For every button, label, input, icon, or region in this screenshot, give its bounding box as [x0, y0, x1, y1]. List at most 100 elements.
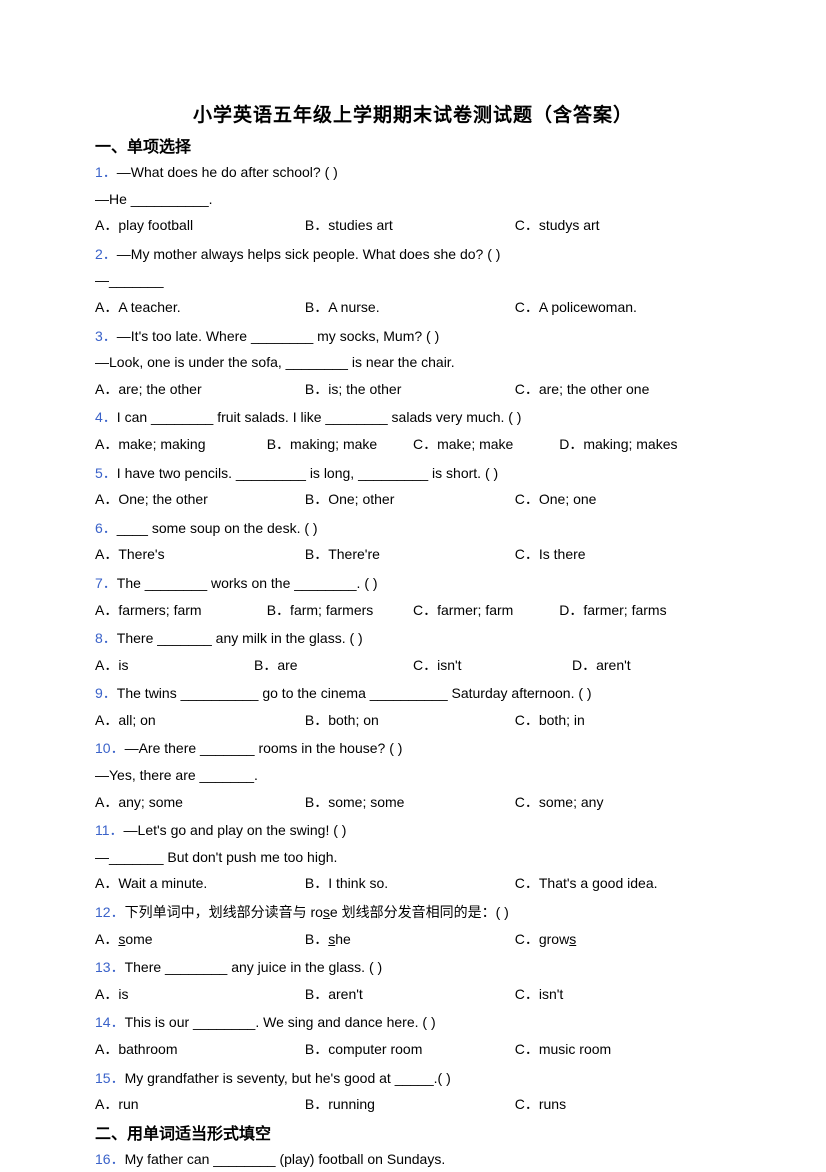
options: A．make; makingB．making; makeC．make; make… [95, 431, 731, 458]
qline2: —He __________. [95, 186, 731, 213]
qnum: 2． [95, 246, 117, 262]
opt-c: C．runs [515, 1091, 725, 1118]
q9: 9．The twins __________ go to the cinema … [95, 680, 731, 733]
qtext: My father can ________ (play) football o… [125, 1151, 446, 1167]
q12: 12．下列单词中，划线部分读音与 rose 划线部分发音相同的是：( ) A．s… [95, 899, 731, 952]
qnum: 13． [95, 959, 125, 975]
qtext: This is our ________. We sing and dance … [125, 1014, 436, 1030]
opt-a: A．farmers; farm [95, 597, 267, 624]
q5: 5．I have two pencils. _________ is long,… [95, 460, 731, 513]
options: A．A teacher.B．A nurse.C．A policewoman. [95, 294, 731, 321]
options: A．any; someB．some; someC．some; any [95, 789, 731, 816]
opt-c: C．both; in [515, 707, 725, 734]
q2: 2．—My mother always helps sick people. W… [95, 241, 731, 321]
qline2: —_______ But don't push me too high. [95, 844, 731, 871]
opt-a: A．One; the other [95, 486, 305, 513]
q6: 6．____ some soup on the desk. ( ) A．Ther… [95, 515, 731, 568]
qline2: —_______ [95, 267, 731, 294]
options: A．play footballB．studies artC．studys art [95, 212, 731, 239]
qtext: —My mother always helps sick people. Wha… [117, 246, 501, 262]
opt-d: D．farmer; farms [559, 597, 705, 624]
qtext: —What does he do after school? ( ) [117, 164, 338, 180]
qnum: 3． [95, 328, 117, 344]
q7: 7．The ________ works on the ________. ( … [95, 570, 731, 623]
opt-c: C．music room [515, 1036, 725, 1063]
opt-a: A．is [95, 652, 254, 679]
opt-b: B．both; on [305, 707, 515, 734]
options: A．Wait a minute.B．I think so.C．That's a … [95, 870, 731, 897]
qtext-post: e 划线部分发音相同的是：( ) [330, 904, 509, 920]
opt-a: A．any; some [95, 789, 305, 816]
q3: 3．—It's too late. Where ________ my sock… [95, 323, 731, 403]
opt-c: C．A policewoman. [515, 294, 725, 321]
opt-b: B．There're [305, 541, 515, 568]
opt-a: A．bathroom [95, 1036, 305, 1063]
options: A．There'sB．There'reC．Is there [95, 541, 731, 568]
qnum: 6． [95, 520, 117, 536]
opt-b: B．are [254, 652, 413, 679]
qtext-u: s [323, 904, 330, 920]
qnum: 5． [95, 465, 117, 481]
qnum: 7． [95, 575, 117, 591]
qtext: —It's too late. Where ________ my socks,… [117, 328, 439, 344]
qtext: There _______ any milk in the glass. ( ) [117, 630, 363, 646]
q4: 4．I can ________ fruit salads. I like __… [95, 404, 731, 457]
opt-a: A．Wait a minute. [95, 870, 305, 897]
opt-b: B．is; the other [305, 376, 515, 403]
opt-a: A．run [95, 1091, 305, 1118]
options: A．runB．runningC．runs [95, 1091, 731, 1118]
opt-a: A．play football [95, 212, 305, 239]
opt-a: A．make; making [95, 431, 267, 458]
options: A．all; onB．both; onC．both; in [95, 707, 731, 734]
qnum: 10． [95, 740, 125, 756]
qtext: —Are there _______ rooms in the house? (… [125, 740, 403, 756]
qnum: 9． [95, 685, 117, 701]
qtext: I can ________ fruit salads. I like ____… [117, 409, 522, 425]
q15: 15．My grandfather is seventy, but he's g… [95, 1065, 731, 1118]
opt-b: B．running [305, 1091, 515, 1118]
opt-b: B．she [305, 926, 515, 953]
qnum: 11． [95, 822, 124, 838]
opt-c: C．Is there [515, 541, 725, 568]
qtext: The twins __________ go to the cinema __… [117, 685, 592, 701]
opt-b: B．I think so. [305, 870, 515, 897]
q13: 13．There ________ any juice in the glass… [95, 954, 731, 1007]
qtext: —Let's go and play on the swing! ( ) [124, 822, 347, 838]
q1: 1．—What does he do after school? ( ) —He… [95, 159, 731, 239]
qnum: 12． [95, 904, 125, 920]
qtext: I have two pencils. _________ is long, _… [117, 465, 498, 481]
qline2: —Yes, there are _______. [95, 762, 731, 789]
options: A．bathroomB．computer roomC．music room [95, 1036, 731, 1063]
opt-b: B．some; some [305, 789, 515, 816]
q16: 16．My father can ________ (play) footbal… [95, 1146, 731, 1172]
qtext: ____ some soup on the desk. ( ) [117, 520, 318, 536]
opt-c: C．farmer; farm [413, 597, 559, 624]
opt-c: C．isn't [413, 652, 572, 679]
opt-c: C．studys art [515, 212, 725, 239]
opt-a: A．all; on [95, 707, 305, 734]
page-title: 小学英语五年级上学期期末试卷测试题（含答案） [95, 100, 731, 127]
opt-d: D．aren't [572, 652, 731, 679]
opt-a: A．is [95, 981, 305, 1008]
qtext: The ________ works on the ________. ( ) [117, 575, 378, 591]
opt-b: B．computer room [305, 1036, 515, 1063]
opt-c: C．isn't [515, 981, 725, 1008]
qtext-pre: 下列单词中，划线部分读音与 ro [125, 904, 323, 920]
options: A．isB．aren'tC．isn't [95, 981, 731, 1008]
qnum: 4． [95, 409, 117, 425]
options: A．someB．sheC．grows [95, 926, 731, 953]
qline2: —Look, one is under the sofa, ________ i… [95, 349, 731, 376]
opt-c: C．That's a good idea. [515, 870, 725, 897]
qnum: 14． [95, 1014, 125, 1030]
opt-b: B．making; make [267, 431, 413, 458]
opt-c: C．some; any [515, 789, 725, 816]
q11: 11．—Let's go and play on the swing! ( ) … [95, 817, 731, 897]
opt-b: B．aren't [305, 981, 515, 1008]
q8: 8．There _______ any milk in the glass. (… [95, 625, 731, 678]
opt-b: B．studies art [305, 212, 515, 239]
opt-b: B．farm; farmers [267, 597, 413, 624]
q14: 14．This is our ________. We sing and dan… [95, 1009, 731, 1062]
opt-c: C．make; make [413, 431, 559, 458]
qnum: 8． [95, 630, 117, 646]
opt-a: A．There's [95, 541, 305, 568]
